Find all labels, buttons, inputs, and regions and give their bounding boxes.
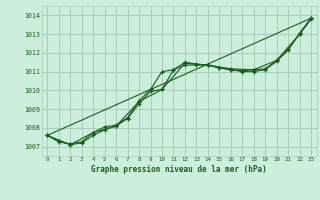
X-axis label: Graphe pression niveau de la mer (hPa): Graphe pression niveau de la mer (hPa): [91, 165, 267, 174]
